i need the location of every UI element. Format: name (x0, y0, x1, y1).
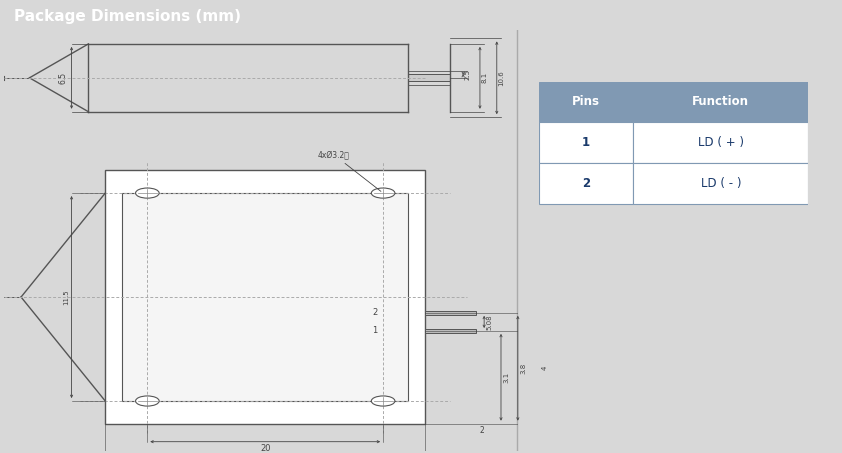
Text: 6.5: 6.5 (58, 72, 67, 84)
Text: 1: 1 (372, 327, 377, 336)
Text: 2: 2 (372, 308, 377, 318)
Bar (105, 170, 425, 424)
Text: LD ( + ): LD ( + ) (698, 136, 743, 149)
Bar (539, 163, 633, 204)
Ellipse shape (371, 396, 395, 406)
Text: 8.1: 8.1 (482, 72, 488, 83)
Bar (633, 163, 808, 204)
Bar (122, 193, 408, 401)
Bar (425, 329, 476, 333)
Text: 2.5: 2.5 (465, 69, 471, 80)
Ellipse shape (136, 396, 159, 406)
Text: 11.5: 11.5 (63, 289, 69, 305)
Text: 20: 20 (260, 444, 270, 453)
Text: LD ( - ): LD ( - ) (701, 177, 741, 190)
Text: 3.8: 3.8 (520, 362, 526, 374)
Text: 4xØ3.2通: 4xØ3.2通 (317, 150, 381, 191)
Bar (539, 82, 633, 122)
Text: 5.08: 5.08 (487, 314, 493, 330)
Text: Package Dimensions (mm): Package Dimensions (mm) (14, 9, 241, 24)
Text: Pins: Pins (572, 96, 600, 108)
Text: 3.1: 3.1 (504, 371, 509, 383)
Text: 2: 2 (480, 426, 485, 435)
Bar (539, 122, 633, 163)
Bar (425, 311, 476, 315)
Text: 10.6: 10.6 (498, 70, 504, 86)
Bar (633, 82, 808, 122)
Ellipse shape (371, 188, 395, 198)
Bar (408, 74, 450, 82)
Bar (633, 122, 808, 163)
Text: 4: 4 (541, 366, 547, 371)
Text: 1: 1 (582, 136, 590, 149)
Text: 2: 2 (582, 177, 590, 190)
Text: Function: Function (692, 96, 749, 108)
Ellipse shape (136, 188, 159, 198)
